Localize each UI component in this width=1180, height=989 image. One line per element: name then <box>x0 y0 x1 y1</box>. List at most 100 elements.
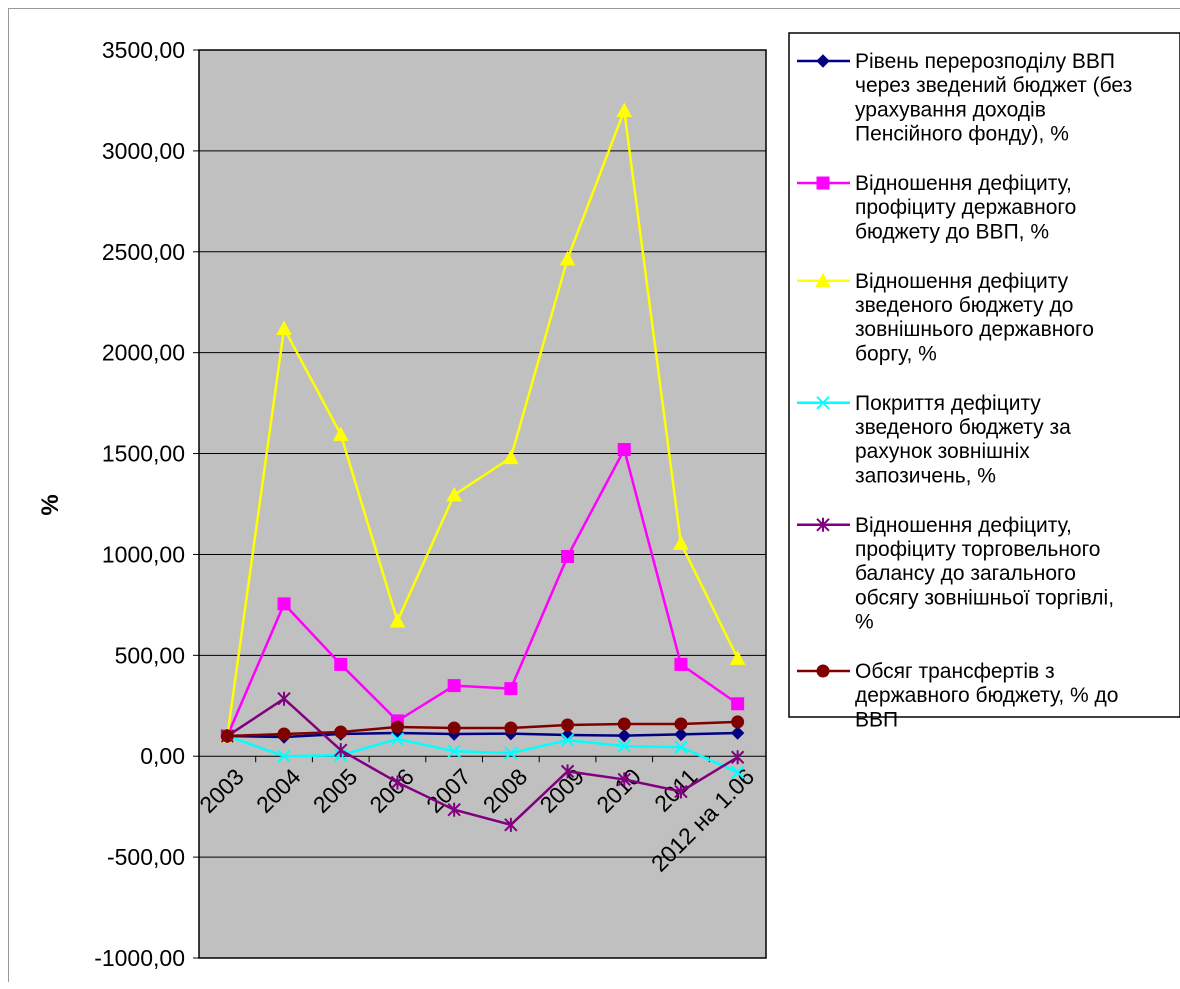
data-point <box>616 102 633 118</box>
legend-label: Відношення дефіциту <box>855 270 1069 293</box>
data-point <box>390 732 405 746</box>
data-point <box>447 679 461 693</box>
y-tick-label: 3500,00 <box>102 37 185 63</box>
data-point <box>503 449 519 465</box>
legend-label: ВВП <box>855 708 898 731</box>
legend-label: урахування доходів <box>855 98 1046 121</box>
y-tick-label: 1000,00 <box>102 541 185 567</box>
legend-label: рахунок зовнішніх <box>855 440 1030 463</box>
legend-label: профіциту державного <box>855 196 1076 219</box>
data-point <box>561 549 575 563</box>
data-point <box>730 750 745 765</box>
data-point <box>447 721 461 735</box>
data-point <box>617 443 631 457</box>
legend-label: зовнішнього державного <box>855 318 1094 341</box>
data-point <box>277 691 291 706</box>
y-tick-label: -1000,00 <box>94 945 185 971</box>
data-point <box>731 715 745 729</box>
data-point <box>674 657 688 671</box>
data-point <box>617 739 631 753</box>
data-point <box>617 717 631 731</box>
series-line <box>226 734 739 774</box>
data-point <box>673 535 689 550</box>
data-point <box>447 744 461 758</box>
data-point <box>504 721 518 735</box>
data-point <box>504 746 518 760</box>
data-point <box>730 765 745 780</box>
data-point <box>729 650 746 665</box>
data-point <box>561 718 575 732</box>
legend-label: Покриття дефіциту <box>855 392 1041 415</box>
series-line <box>226 110 739 737</box>
data-point <box>559 250 576 266</box>
series-line <box>227 731 738 739</box>
legend-label: запозичень, % <box>855 464 996 487</box>
data-point <box>617 728 631 743</box>
legend-box <box>788 32 1180 718</box>
data-point <box>674 784 688 799</box>
y-tick-label: 0,00 <box>140 743 185 769</box>
y-tick-label: 2000,00 <box>102 340 185 366</box>
y-tick-label: 3000,00 <box>102 138 185 164</box>
data-point <box>816 54 830 68</box>
data-point <box>277 597 291 611</box>
data-point <box>447 802 461 817</box>
y-tick-label: 500,00 <box>115 642 185 668</box>
data-point <box>816 664 830 678</box>
y-tick-label: 1500,00 <box>102 441 185 467</box>
data-point <box>390 775 405 790</box>
y-tick-label: -500,00 <box>107 844 185 870</box>
legend-label: Рівень перерозподілу ВВП <box>855 50 1115 73</box>
data-point <box>816 176 830 190</box>
legend-label: Обсяг трансфертів з <box>855 660 1055 683</box>
series-line <box>226 446 739 737</box>
series-line <box>227 720 738 738</box>
series-lines <box>219 102 746 832</box>
data-point <box>816 396 830 410</box>
legend-label: державного бюджету, % до <box>855 684 1118 707</box>
legend-label: зведеного бюджету до <box>855 294 1073 317</box>
legend-label: боргу, % <box>855 342 937 365</box>
legend-label: Відношення дефіциту, <box>855 514 1072 537</box>
legend-label: Відношення дефіциту, <box>855 172 1072 195</box>
y-tick-labels: 3500,00 3000,00 2500,00 2000,00 1500,00 1000,… <box>94 37 185 971</box>
legend-label: % <box>855 611 874 634</box>
chart-frame <box>8 8 1180 982</box>
data-point <box>277 727 291 741</box>
data-point <box>277 749 291 763</box>
legend-label: профіциту торговельного <box>855 538 1101 561</box>
data-point <box>816 517 830 532</box>
data-point <box>332 426 349 441</box>
data-point <box>334 743 348 758</box>
legend-label: зведеного бюджету за <box>855 416 1071 439</box>
data-point <box>674 740 688 754</box>
legend-label: через зведений бюджет (без <box>855 74 1132 97</box>
y-tick-label: 2500,00 <box>102 239 185 265</box>
data-point <box>334 725 348 739</box>
data-point <box>446 486 462 502</box>
legend-label: обсягу зовнішньої торгівлі, <box>855 586 1114 609</box>
gridlines <box>193 49 767 959</box>
series-line <box>226 697 739 827</box>
data-point <box>674 727 688 742</box>
data-point <box>560 733 575 747</box>
legend-label: Пенсійного фонду), % <box>855 123 1069 146</box>
plot-area <box>198 49 767 959</box>
data-point <box>730 726 745 740</box>
y-axis-label: % <box>37 494 64 515</box>
data-point <box>504 817 518 832</box>
legend-label: балансу до загального <box>855 562 1076 585</box>
data-point <box>504 682 518 696</box>
data-point <box>389 612 406 628</box>
data-point <box>334 657 348 671</box>
data-point <box>220 729 234 743</box>
data-point <box>674 717 688 731</box>
legend-label: бюджету до ВВП, % <box>855 220 1049 243</box>
data-point <box>617 772 631 787</box>
data-point <box>560 764 575 779</box>
data-point <box>731 697 745 711</box>
data-point <box>390 720 404 734</box>
data-point <box>815 272 831 288</box>
